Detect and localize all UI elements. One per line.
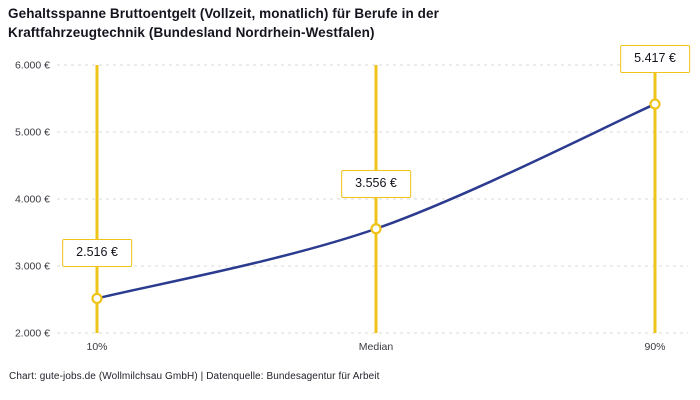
y-tick-label: 4.000 € — [15, 194, 50, 206]
chart-source-caption: Chart: gute-jobs.de (Wollmilchsau GmbH) … — [9, 371, 380, 382]
data-point-marker — [649, 98, 661, 110]
value-label-median: 3.556 € — [341, 169, 411, 198]
value-label-10pct: 2.516 € — [62, 239, 132, 268]
x-tick-label: 10% — [86, 341, 107, 353]
chart-title: Gehaltsspanne Bruttoentgelt (Vollzeit, m… — [8, 6, 439, 40]
x-tick-label: Median — [359, 341, 394, 353]
data-point-marker — [91, 292, 103, 305]
y-tick-label: 6.000 € — [15, 60, 50, 72]
x-tick-label: 90% — [644, 341, 665, 353]
data-point-marker — [370, 223, 382, 235]
y-tick-label: 2.000 € — [15, 328, 50, 340]
y-tick-label: 5.000 € — [15, 127, 50, 139]
value-label-90pct: 5.417 € — [620, 45, 690, 74]
y-tick-label: 3.000 € — [15, 261, 50, 273]
